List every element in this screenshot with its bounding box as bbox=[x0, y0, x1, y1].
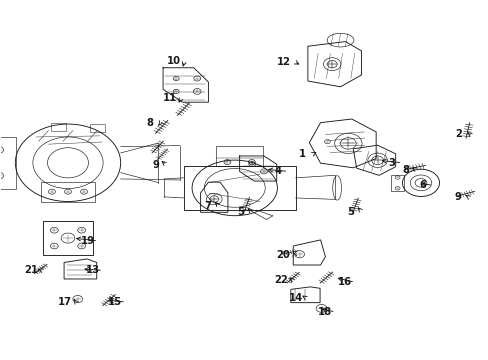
Text: 5: 5 bbox=[346, 207, 354, 217]
Text: 6: 6 bbox=[418, 180, 425, 190]
Text: 14: 14 bbox=[288, 293, 302, 303]
Text: 2: 2 bbox=[455, 129, 462, 139]
Bar bbox=[216, 146, 263, 166]
Text: 4: 4 bbox=[274, 166, 281, 176]
Text: 17: 17 bbox=[58, 297, 72, 307]
Text: 9: 9 bbox=[454, 192, 461, 202]
Text: 8: 8 bbox=[145, 118, 153, 128]
Bar bbox=[41, 182, 95, 202]
Text: 3: 3 bbox=[387, 158, 394, 168]
Bar bbox=[51, 123, 65, 131]
Text: 8: 8 bbox=[401, 165, 408, 175]
Text: 10: 10 bbox=[166, 56, 181, 66]
Text: 16: 16 bbox=[337, 277, 351, 287]
Bar bbox=[0, 137, 16, 189]
Bar bbox=[90, 125, 104, 132]
Text: 13: 13 bbox=[85, 265, 99, 275]
Text: 12: 12 bbox=[276, 57, 290, 67]
Bar bbox=[390, 175, 404, 191]
Text: 20: 20 bbox=[276, 249, 290, 260]
Bar bbox=[42, 221, 93, 255]
Text: 18: 18 bbox=[317, 307, 331, 317]
Text: 1: 1 bbox=[298, 149, 305, 159]
Text: 19: 19 bbox=[81, 236, 94, 246]
Text: 21: 21 bbox=[24, 265, 38, 275]
Text: 11: 11 bbox=[163, 93, 177, 103]
Text: 15: 15 bbox=[108, 297, 122, 307]
Text: 22: 22 bbox=[274, 275, 287, 285]
Text: 5: 5 bbox=[237, 207, 244, 217]
Bar bbox=[183, 166, 295, 210]
Text: 9: 9 bbox=[152, 160, 159, 170]
Text: 7: 7 bbox=[204, 201, 211, 211]
